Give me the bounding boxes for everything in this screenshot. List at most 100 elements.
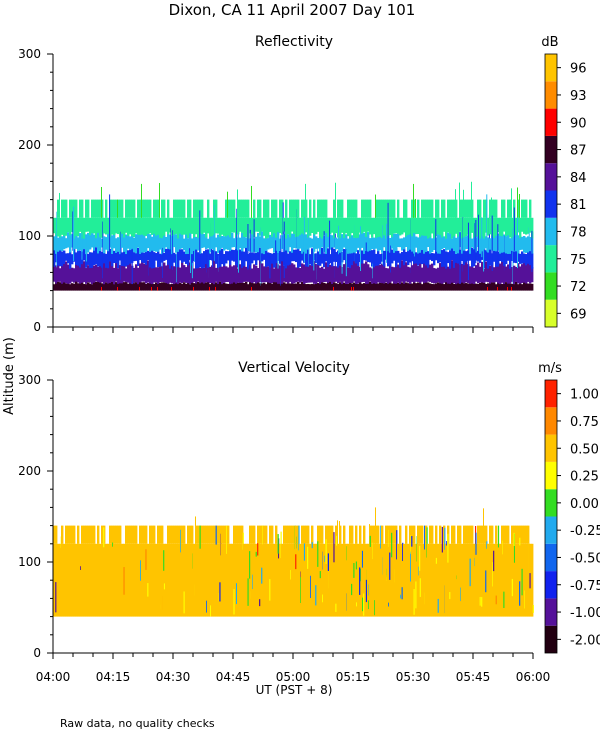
velocity-cell bbox=[145, 549, 147, 570]
reflectivity-cell bbox=[243, 262, 246, 282]
reflectivity-cell bbox=[169, 234, 172, 250]
velocity-cell bbox=[380, 525, 382, 549]
x-tick-label: 04:15 bbox=[96, 670, 131, 684]
reflectivity-cell bbox=[179, 282, 182, 291]
reflectivity-cell bbox=[449, 281, 452, 291]
velocity-cell bbox=[529, 573, 531, 589]
reflectivity-cell bbox=[81, 232, 83, 260]
velocity-cell bbox=[324, 555, 326, 562]
reflectivity-cell bbox=[353, 237, 356, 253]
reflectivity-cell bbox=[65, 283, 68, 291]
reflectivity-cell bbox=[175, 217, 178, 234]
reflectivity-cell bbox=[401, 238, 404, 251]
reflectivity-cell bbox=[521, 236, 524, 250]
reflectivity-cell bbox=[371, 250, 374, 267]
reflectivity-cell bbox=[517, 248, 520, 262]
reflectivity-cell bbox=[465, 199, 468, 218]
reflectivity-cell bbox=[309, 254, 312, 265]
reflectivity-cell bbox=[229, 199, 232, 218]
velocity-cell bbox=[195, 543, 198, 617]
reflectivity-cell bbox=[355, 217, 358, 239]
reflectivity-cell bbox=[437, 199, 440, 218]
reflectivity-cell bbox=[193, 283, 196, 291]
velocity-cell bbox=[453, 525, 456, 544]
reflectivity-cell bbox=[299, 268, 302, 283]
velocity-cell bbox=[227, 543, 230, 617]
reflectivity-cell bbox=[101, 238, 104, 248]
velocity-cell bbox=[293, 525, 296, 544]
velocity-cell bbox=[187, 543, 190, 617]
reflectivity-cell bbox=[513, 265, 516, 284]
reflectivity-cell bbox=[61, 265, 64, 284]
velocity-cell bbox=[460, 587, 462, 602]
reflectivity-cell bbox=[229, 247, 232, 265]
reflectivity-cell bbox=[71, 254, 74, 265]
reflectivity-cell bbox=[375, 253, 378, 266]
reflectivity-cell bbox=[243, 234, 246, 249]
reflectivity-cell bbox=[181, 217, 184, 235]
reflectivity-cell bbox=[157, 286, 158, 291]
reflectivity-cell bbox=[145, 217, 148, 237]
reflectivity-cell bbox=[257, 217, 260, 232]
reflectivity-cell bbox=[427, 251, 430, 268]
reflectivity-cell bbox=[253, 199, 256, 218]
reflectivity-cell bbox=[59, 282, 62, 291]
reflectivity-cell bbox=[261, 263, 264, 283]
reflectivity-cell bbox=[381, 253, 384, 262]
velocity-cell bbox=[301, 543, 304, 617]
reflectivity-cell bbox=[197, 199, 200, 218]
velocity-cell bbox=[521, 568, 523, 596]
reflectivity-cell bbox=[171, 251, 174, 266]
reflectivity-cell bbox=[281, 283, 284, 291]
reflectivity-cell bbox=[379, 217, 382, 237]
velocity-cell bbox=[317, 541, 319, 567]
velocity-cell bbox=[361, 543, 364, 617]
velocity-cell bbox=[81, 543, 84, 617]
velocity-cell bbox=[322, 594, 324, 603]
reflectivity-cell bbox=[475, 219, 477, 264]
reflectivity-cell bbox=[455, 199, 458, 218]
reflectivity-cell bbox=[215, 217, 218, 234]
reflectivity-cell bbox=[427, 199, 430, 218]
reflectivity-cell bbox=[433, 236, 436, 251]
velocity-cell bbox=[59, 543, 62, 617]
reflectivity-cell bbox=[347, 238, 350, 254]
x-tick-label: 06:00 bbox=[516, 670, 551, 684]
reflectivity-cell bbox=[463, 283, 466, 291]
reflectivity-cell bbox=[513, 207, 515, 251]
reflectivity-cell bbox=[125, 268, 128, 282]
velocity-cell bbox=[321, 525, 324, 544]
reflectivity-cell bbox=[437, 282, 440, 291]
reflectivity-cell bbox=[79, 250, 82, 268]
velocity-cell bbox=[69, 525, 72, 544]
reflectivity-cell bbox=[149, 217, 152, 234]
reflectivity-cell bbox=[145, 263, 148, 284]
reflectivity-cell bbox=[73, 235, 76, 250]
velocity-cell bbox=[199, 525, 201, 549]
velocity-cell bbox=[353, 543, 356, 617]
reflectivity-cell bbox=[465, 251, 468, 263]
reflectivity-cell bbox=[263, 252, 266, 260]
reflectivity-cell bbox=[219, 248, 222, 268]
reflectivity-cell bbox=[381, 235, 384, 253]
reflectivity-cell bbox=[503, 217, 506, 232]
reflectivity-cell bbox=[101, 199, 104, 218]
velocity-cell bbox=[405, 525, 408, 544]
velocity-cell bbox=[147, 583, 149, 597]
reflectivity-cell bbox=[241, 232, 244, 252]
reflectivity-cell bbox=[415, 198, 416, 218]
reflectivity-cell bbox=[279, 265, 282, 284]
reflectivity-cell bbox=[209, 286, 210, 291]
reflectivity-cell bbox=[377, 217, 380, 238]
reflectivity-cell bbox=[421, 235, 424, 251]
velocity-cell bbox=[145, 525, 148, 544]
reflectivity-cell bbox=[403, 249, 406, 266]
reflectivity-cell bbox=[511, 233, 514, 251]
velocity-cell bbox=[129, 525, 132, 544]
velocity-cell bbox=[297, 525, 300, 544]
reflectivity-cell bbox=[213, 260, 216, 285]
reflectivity-cell bbox=[435, 199, 438, 218]
reflectivity-cell bbox=[377, 261, 380, 283]
reflectivity-cell bbox=[515, 232, 518, 252]
